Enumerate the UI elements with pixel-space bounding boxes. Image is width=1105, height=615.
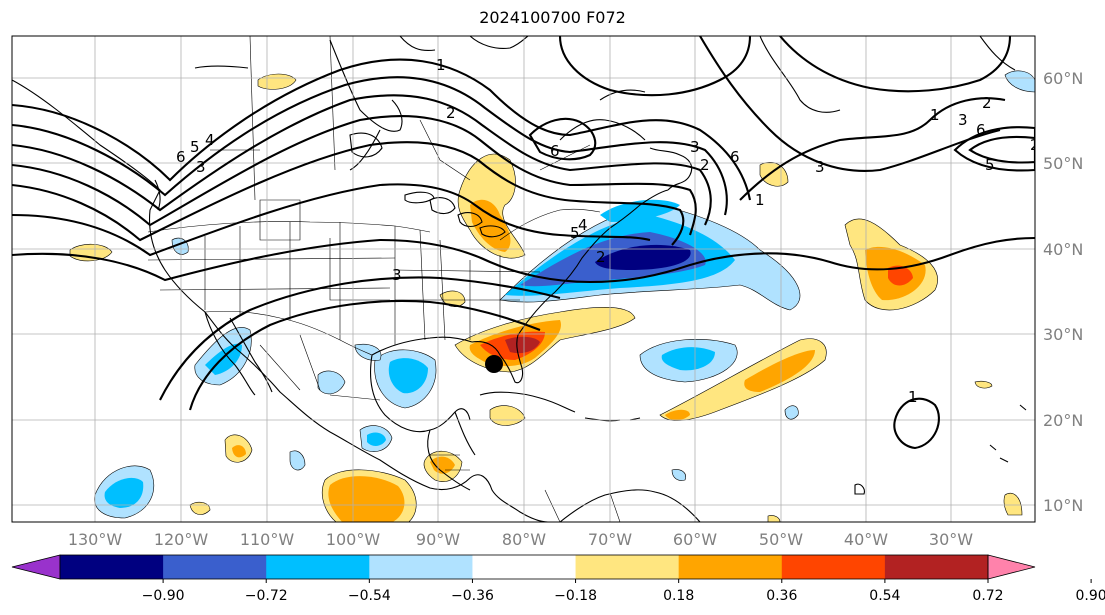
- colorbar-tick-label: −0.54: [348, 588, 391, 604]
- longitude-label: 60°W: [673, 530, 717, 549]
- colorbar-tick-label: −0.18: [554, 588, 597, 604]
- longitude-label: 30°W: [929, 530, 973, 549]
- colorbar-segment: [266, 555, 370, 579]
- colorbar-segment: [163, 555, 267, 579]
- colorbar-tick-label: 0.90: [1076, 588, 1105, 604]
- contour-label: 2: [446, 104, 456, 122]
- contour-label: 3: [815, 158, 825, 176]
- storm-position-marker: [485, 355, 503, 373]
- contour-label: 2: [1030, 136, 1040, 154]
- contour-label: 2: [700, 156, 710, 174]
- colorbar-segment: [575, 555, 680, 579]
- contour-label: 6: [730, 148, 740, 166]
- colorbar-tick-label: 0.54: [869, 588, 900, 604]
- latitude-label: 30°N: [1043, 325, 1083, 344]
- colorbar-frame: [59, 554, 989, 580]
- negative-anomaly-shading: [94, 70, 1035, 519]
- contour-label: 1: [755, 191, 765, 209]
- map-frame: [11, 35, 1036, 523]
- latitude-axis: 60°N 50°N 40°N 30°N 20°N 10°N: [1043, 69, 1083, 515]
- longitude-label: 80°W: [502, 530, 546, 549]
- colorbar-segment: [369, 555, 473, 579]
- latitude-label: 20°N: [1043, 411, 1083, 430]
- political-borders: [147, 36, 621, 522]
- colorbar-tick-label: 0.72: [972, 588, 1003, 604]
- contour-label: 3: [690, 138, 700, 156]
- contour-label: 5: [570, 224, 580, 242]
- longitude-axis: 130°W 120°W 110°W 100°W 90°W 80°W 70°W 6…: [68, 530, 973, 549]
- colorbar: −0.90 −0.72 −0.54 −0.36 −0.18 0.18 0.36 0.54 0.7…: [11, 554, 1105, 604]
- contour-label: 3: [392, 266, 402, 284]
- longitude-label: 50°W: [759, 530, 803, 549]
- colorbar-extend-low: [11, 554, 61, 580]
- gridlines: [12, 36, 1035, 522]
- colorbar-tick-label: 0.18: [663, 588, 694, 604]
- longitude-label: 100°W: [326, 530, 381, 549]
- map-title: 2024100700 F072: [479, 8, 626, 27]
- colorbar-segment: [781, 555, 886, 579]
- colorbar-tick-label: −0.72: [245, 588, 288, 604]
- colorbar-extend-high: [987, 554, 1036, 580]
- contour-labels: 1 2 6 5 4 3 6 5 3 1 2 6 3 2 1 3 2 5 6 4 …: [176, 56, 1040, 406]
- colorbar-segment: [472, 555, 577, 579]
- contour-label: 6: [176, 148, 186, 166]
- colorbar-tick-label: −0.90: [142, 588, 185, 604]
- contour-label: 4: [578, 216, 588, 234]
- longitude-label: 90°W: [416, 530, 460, 549]
- latitude-label: 40°N: [1043, 240, 1083, 259]
- contour-lines: [12, 36, 1035, 450]
- colorbar-tick-label: 0.36: [766, 588, 797, 604]
- colorbar-segment: [678, 555, 783, 579]
- longitude-label: 120°W: [154, 530, 209, 549]
- colorbar-segment: [884, 555, 989, 579]
- contour-label: 3: [196, 158, 206, 176]
- longitude-label: 40°W: [844, 530, 888, 549]
- latitude-label: 50°N: [1043, 154, 1083, 173]
- contour-label: 1: [908, 388, 918, 406]
- contour-label: 1: [436, 56, 446, 74]
- contour-label: 6: [976, 121, 986, 139]
- longitude-label: 70°W: [588, 530, 632, 549]
- contour-label: 5: [190, 138, 200, 156]
- contour-label: 4: [205, 131, 215, 149]
- contour-label: 3: [958, 111, 968, 129]
- longitude-label: 130°W: [68, 530, 123, 549]
- contour-label: 6: [550, 142, 560, 160]
- latitude-label: 60°N: [1043, 69, 1083, 88]
- contour-label: 2: [982, 94, 992, 112]
- latitude-label: 10°N: [1043, 496, 1083, 515]
- colorbar-segment: [60, 555, 164, 579]
- contour-label: 5: [985, 156, 995, 174]
- contour-label: 1: [930, 106, 940, 124]
- contour-label: 2: [596, 248, 606, 266]
- colorbar-tick-label: −0.36: [451, 588, 494, 604]
- longitude-label: 110°W: [240, 530, 295, 549]
